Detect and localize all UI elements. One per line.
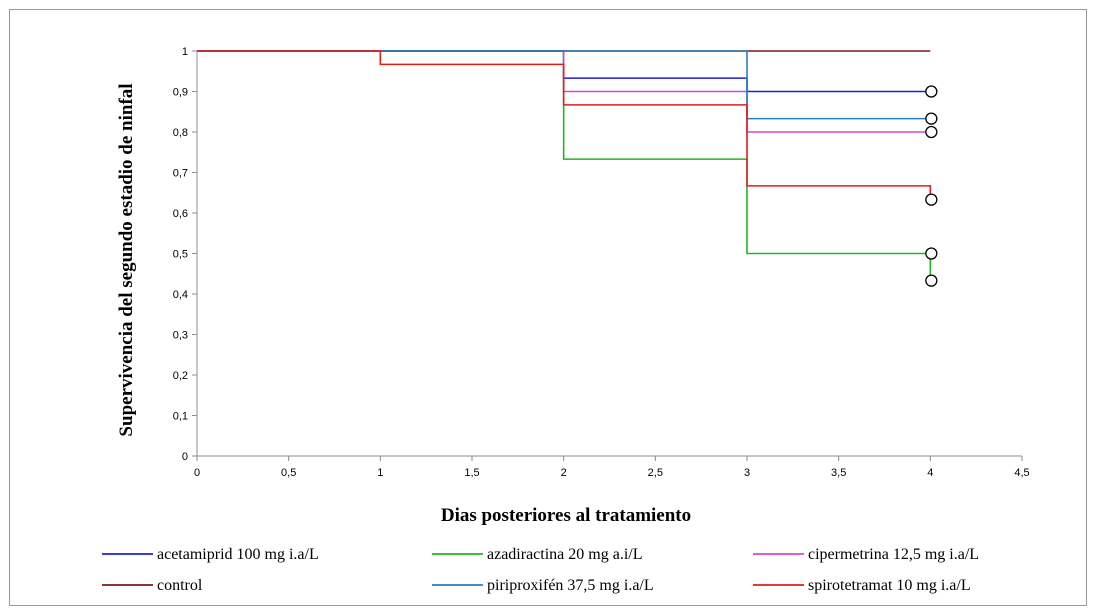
legend: acetamiprid 100 mg i.a/L azadiractina 20 … — [102, 546, 979, 594]
censor-marker-2 — [925, 247, 938, 260]
series-line-5 — [197, 50, 931, 120]
y-tick-label: 1 — [182, 46, 188, 58]
legend-entry-5: piriproxifén 37,5 mg i.a/L — [487, 577, 654, 594]
legend-entry-1: acetamiprid 100 mg i.a/L — [157, 546, 319, 563]
y-tick-label: 0,7 — [173, 168, 188, 180]
chart-frame: 0 0,1 0,2 0,3 0,4 0,5 0,6 0,7 0,8 0,9 1 0 0,5 1 1,5 2 2,… — [9, 9, 1087, 606]
series-lines — [197, 50, 932, 281]
x-tick-label: 0 — [194, 467, 200, 479]
censor-marker-5 — [925, 112, 938, 125]
x-tick-label: 3,5 — [831, 467, 846, 479]
y-tick-label: 0,4 — [173, 289, 188, 301]
x-tick-label: 4,5 — [1014, 467, 1029, 479]
y-tick-label: 0,8 — [173, 127, 188, 139]
y-tick-label: 0 — [182, 451, 188, 463]
x-tick-label: 3 — [744, 467, 750, 479]
legend-entry-6: spirotetramat 10 mg i.a/L — [808, 577, 971, 594]
survival-chart: 0 0,1 0,2 0,3 0,4 0,5 0,6 0,7 0,8 0,9 1 0 0,5 1 1,5 2 2,… — [102, 46, 1030, 594]
series-line-6 — [197, 50, 932, 200]
censor-marker-6 — [925, 193, 938, 206]
x-axis-title: Dias posteriores al tratamiento — [441, 505, 691, 526]
y-tick-label: 0,9 — [173, 87, 188, 99]
y-tick-label: 0,1 — [173, 411, 188, 423]
y-axis-title: Supervivencia del segundo estadio de nin… — [116, 83, 137, 436]
x-tick-label: 2 — [561, 467, 567, 479]
x-tick-label: 1 — [377, 467, 383, 479]
x-tick-label: 4 — [927, 467, 933, 479]
censor-marker-3 — [925, 125, 938, 139]
legend-entry-3: cipermetrina 12,5 mg i.a/L — [808, 546, 979, 563]
y-tick-label: 0,3 — [173, 330, 188, 342]
y-tick-label: 0,2 — [173, 370, 188, 382]
y-tick-label: 0,6 — [173, 208, 188, 220]
legend-entry-2: azadiractina 20 mg a.i/L — [487, 546, 642, 563]
censor-markers — [925, 85, 938, 287]
legend-entry-4: control — [157, 577, 203, 594]
censor-marker-1 — [925, 85, 938, 98]
y-tick-label: 0,5 — [173, 249, 188, 261]
x-tick-label: 0,5 — [281, 467, 296, 479]
x-tick-label: 2,5 — [648, 467, 663, 479]
axes: 0 0,1 0,2 0,3 0,4 0,5 0,6 0,7 0,8 0,9 1 0 0,5 1 1,5 2 2,… — [173, 46, 1030, 479]
censor-marker-2 — [925, 274, 938, 287]
x-tick-label: 1,5 — [464, 467, 479, 479]
